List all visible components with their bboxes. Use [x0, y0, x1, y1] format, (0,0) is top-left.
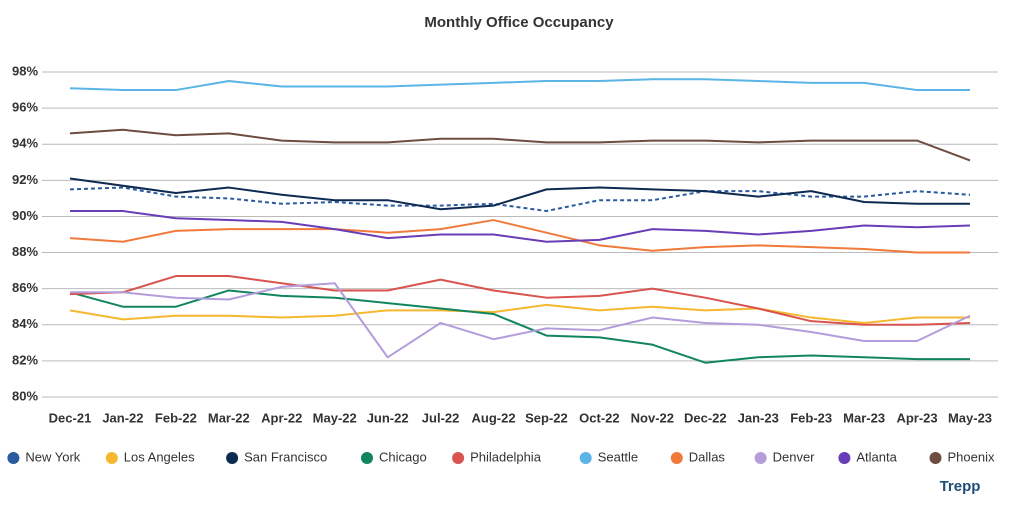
legend-marker [452, 452, 465, 464]
chart-title: Monthly Office Occupancy [424, 14, 614, 31]
y-tick-label: 96% [12, 100, 38, 115]
x-tick-label: Dec-22 [684, 410, 727, 425]
x-tick-label: Nov-22 [631, 410, 674, 425]
y-tick-label: 92% [12, 172, 38, 187]
y-tick-label: 86% [12, 280, 38, 295]
legend-label: Atlanta [856, 449, 897, 464]
series-line [69, 186, 971, 213]
y-tick-label: 94% [12, 136, 38, 151]
legend-marker [105, 452, 118, 464]
x-tick-label: Jun-22 [367, 410, 409, 425]
y-tick-label: 84% [12, 316, 38, 331]
x-tick-label: Mar-22 [208, 410, 250, 425]
legend-label: Phoenix [948, 449, 995, 464]
legend-label: Denver [773, 449, 816, 464]
legend-marker [929, 452, 942, 464]
legend-marker [670, 452, 683, 464]
x-tick-label: Apr-22 [261, 410, 302, 425]
x-tick-label: Sep-22 [525, 410, 568, 425]
series-line [69, 177, 970, 211]
series-line [69, 219, 970, 254]
legend-label: New York [25, 449, 80, 464]
y-tick-label: 80% [12, 388, 38, 403]
legend-label: San Francisco [244, 449, 327, 464]
legend-label: Seattle [598, 449, 638, 464]
legend-label: Dallas [689, 449, 726, 464]
x-tick-label: May-22 [313, 410, 357, 425]
legend-marker [838, 452, 851, 464]
x-tick-label: Apr-23 [896, 410, 937, 425]
legend-label: Philadelphia [470, 449, 542, 464]
x-tick-label: Feb-23 [790, 410, 832, 425]
legend-marker [361, 452, 373, 464]
series-line [69, 128, 971, 162]
series-line [69, 303, 970, 324]
series-line [69, 289, 970, 364]
y-tick-label: 90% [12, 208, 38, 223]
y-tick-label: 98% [12, 63, 38, 78]
legend-marker [579, 452, 592, 464]
y-tick-label: 88% [12, 244, 38, 259]
x-tick-label: Feb-22 [155, 410, 197, 425]
legend-marker [7, 452, 20, 464]
legend-label: Chicago [379, 449, 427, 464]
x-tick-label: Jul-22 [422, 410, 460, 425]
x-tick-label: Mar-23 [843, 410, 885, 425]
legend-label: Los Angeles [124, 449, 195, 464]
x-tick-label: Oct-22 [579, 410, 619, 425]
x-tick-label: May-23 [948, 410, 992, 425]
x-tick-label: Jan-23 [738, 410, 779, 425]
brand-logo: Trepp [940, 478, 981, 495]
series-line [70, 210, 971, 243]
x-tick-label: Dec-21 [49, 410, 92, 425]
x-tick-label: Aug-22 [471, 410, 515, 425]
series-line [69, 275, 971, 326]
y-tick-label: 82% [12, 352, 38, 367]
legend-marker [754, 452, 767, 464]
series-line [69, 78, 970, 92]
series-line [70, 282, 971, 359]
legend-marker [226, 452, 239, 464]
x-tick-label: Jan-22 [102, 410, 143, 425]
